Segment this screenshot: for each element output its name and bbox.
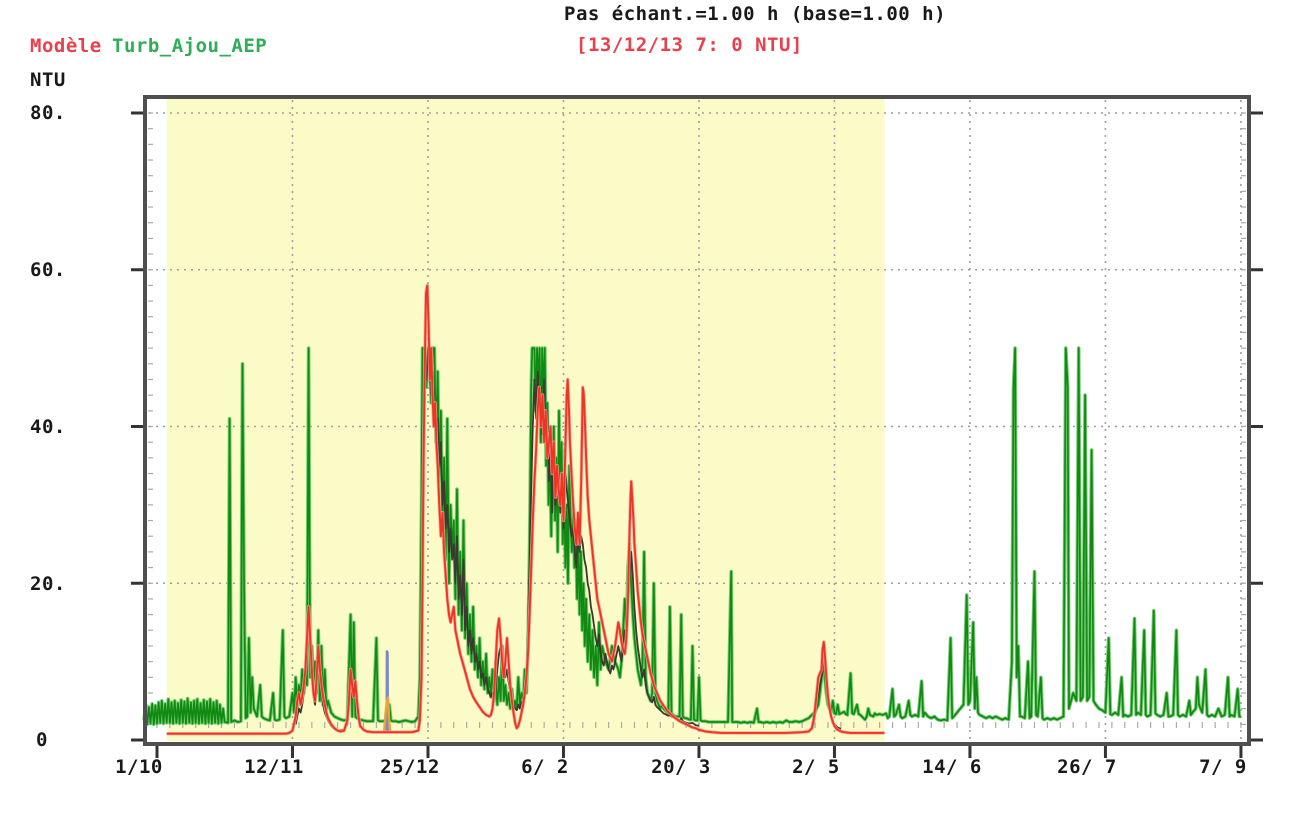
series-line-marker_orange bbox=[382, 696, 392, 733]
series-line-overlay_dark bbox=[417, 347, 700, 729]
x-tick-label-14-6: 14/ 6 bbox=[922, 756, 982, 778]
series-line-marker_blue bbox=[385, 650, 390, 733]
x-tick-label-12-11: 12/11 bbox=[244, 756, 304, 778]
x-tick-label-2-5: 2/ 5 bbox=[792, 756, 840, 778]
legend-model-label: Modèle bbox=[30, 35, 102, 57]
y-tick-label-0: 0 bbox=[36, 729, 48, 751]
y-tick-label-20: 20. bbox=[30, 573, 66, 595]
x-tick-label-25-12: 25/12 bbox=[380, 756, 440, 778]
x-tick-label-1-10: 1/10 bbox=[115, 756, 163, 778]
y-tick-label-60: 60. bbox=[30, 259, 66, 281]
calibration-shaded-region bbox=[166, 99, 885, 741]
y-axis-unit-label: NTU bbox=[30, 69, 66, 91]
y-tick-label-80: 80. bbox=[30, 102, 66, 124]
x-tick-label-26-7: 26/ 7 bbox=[1057, 756, 1117, 778]
x-tick-label-6-2: 6/ 2 bbox=[521, 756, 569, 778]
chart-title: Pas échant.=1.00 h (base=1.00 h) bbox=[564, 3, 947, 25]
series-line-model bbox=[166, 284, 885, 735]
y-tick-label-40: 40. bbox=[30, 416, 66, 438]
series-line-observed bbox=[143, 347, 1241, 726]
plot-frame bbox=[143, 95, 1251, 746]
forecast-reference-label: [13/12/13 7: 0 NTU] bbox=[576, 34, 803, 56]
x-tick-label-7-9: 7/ 9 bbox=[1199, 756, 1247, 778]
legend-observed-label: Turb_Ajou_AEP bbox=[112, 35, 268, 57]
x-tick-label-20-3: 20/ 3 bbox=[651, 756, 711, 778]
